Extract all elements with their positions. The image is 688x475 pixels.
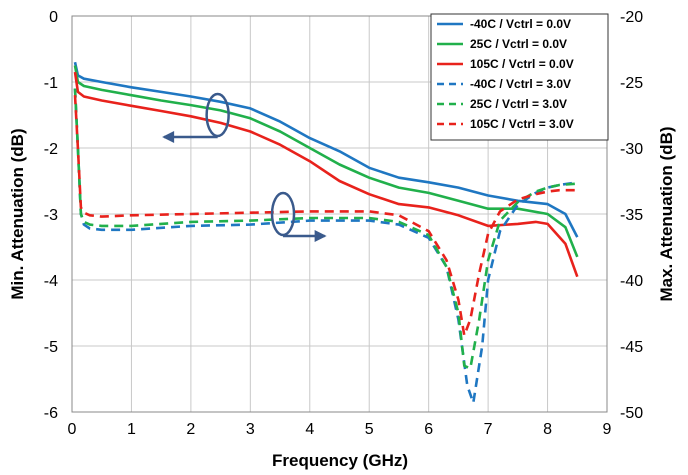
y-left-tick-label: -1 xyxy=(44,75,58,92)
series-line-2 xyxy=(73,65,579,258)
x-tick-label: 2 xyxy=(186,421,195,438)
series-line-6 xyxy=(73,95,578,337)
y-axis-left-title: Min. Attenuation (dB) xyxy=(8,128,27,299)
y-right-tick-label: -20 xyxy=(620,9,643,26)
annotation-arrow-head xyxy=(162,131,175,143)
y-right-tick-label: -45 xyxy=(620,339,643,356)
legend: -40C / Vctrl = 0.0V 25C / Vctrl = 0.0V 105… xyxy=(430,13,609,141)
series-line-3 xyxy=(73,71,579,278)
legend-label: -40C / Vctrl = 0.0V xyxy=(470,17,571,31)
x-tick-label: 4 xyxy=(305,421,314,438)
legend-label: 25C / Vctrl = 3.0V xyxy=(470,97,567,111)
legend-label: 105C / Vctrl = 0.0V xyxy=(470,57,574,71)
x-tick-label: 5 xyxy=(365,421,374,438)
y-right-tick-label: -30 xyxy=(620,141,643,158)
x-tick-label: 1 xyxy=(127,421,136,438)
legend-label: 25C / Vctrl = 0.0V xyxy=(470,37,567,51)
annotation-arrow-head xyxy=(314,230,327,242)
annotations xyxy=(162,92,327,242)
y-left-tick-label: -3 xyxy=(44,207,58,224)
x-tick-label: 6 xyxy=(424,421,433,438)
x-tick-label: 7 xyxy=(484,421,493,438)
y-axis-right-title: Max. Attenuation (dB) xyxy=(657,126,676,301)
y-left-tick-label: 0 xyxy=(49,9,58,26)
y-right-tick-label: -50 xyxy=(620,405,643,422)
x-tick-label: 8 xyxy=(543,421,552,438)
series-line-1 xyxy=(73,61,579,238)
y-right-tick-label: -40 xyxy=(620,273,643,290)
x-tick-label: 9 xyxy=(603,421,612,438)
legend-box xyxy=(430,13,609,141)
y-right-tick-label: -25 xyxy=(620,75,643,92)
plot-frame xyxy=(71,15,608,413)
series-group xyxy=(73,61,579,405)
y-left-tick-label: -2 xyxy=(44,141,58,158)
series-line-4 xyxy=(73,88,578,405)
x-axis-title: Frequency (GHz) xyxy=(272,451,408,470)
y-left-tick-label: -6 xyxy=(44,405,58,422)
x-tick-label: 0 xyxy=(68,421,77,438)
y-left-tick-label: -5 xyxy=(44,339,58,356)
y-right-tick-label: -35 xyxy=(620,207,643,224)
x-tick-label: 3 xyxy=(246,421,255,438)
y-left-tick-label: -4 xyxy=(44,273,58,290)
legend-label: 105C / Vctrl = 3.0V xyxy=(470,117,574,131)
series-line-5 xyxy=(73,88,578,370)
tick-labels: 0 1 2 3 4 5 6 7 8 9 0 -1 -2 -3 -4 -5 -6 -20 -25 -30 -35 -40 -4… xyxy=(44,9,643,438)
legend-label: -40C / Vctrl = 3.0V xyxy=(470,77,571,91)
